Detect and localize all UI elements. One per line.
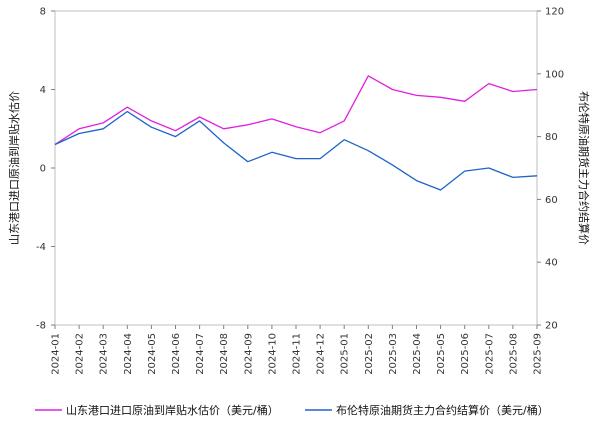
x-tick-label: 2024-03	[99, 333, 110, 375]
x-tick-label: 2024-02	[75, 333, 86, 375]
series-line-shandong	[54, 75, 538, 146]
y-right-axis-title: 布伦特原油期货主力合约结算价	[577, 91, 591, 245]
series-layer	[54, 75, 538, 191]
y-right-tick-label: 20	[545, 321, 558, 332]
plot-frame	[54, 10, 538, 326]
x-tick-label: 2025-04	[412, 333, 423, 375]
x-tick-label: 2024-11	[292, 333, 303, 375]
x-tick-label: 2024-09	[243, 333, 254, 375]
y-right-tick-label: 100	[545, 69, 564, 80]
y-left-tick-label: -8	[36, 321, 46, 332]
x-tick-label: 2025-07	[484, 333, 495, 375]
x-tick-label: 2024-01	[51, 333, 62, 375]
y-right-tick-label: 120	[545, 7, 564, 18]
y-right-tick-label: 60	[545, 195, 558, 206]
x-tick-label: 2024-10	[267, 333, 278, 375]
x-tick-label: 2024-06	[171, 333, 182, 375]
x-tick-label: 2024-04	[123, 333, 134, 375]
x-tick-label: 2025-06	[460, 333, 471, 375]
x-tick-label: 2025-03	[388, 333, 399, 375]
y-right-tick-label: 80	[545, 132, 558, 143]
legend: 山东港口进口原油到岸贴水估价（美元/桶） 布伦特原油期货主力合约结算价（美元/桶…	[35, 403, 549, 417]
x-tick-label: 2024-08	[219, 333, 230, 375]
y-left-tick-label: -4	[36, 242, 46, 253]
y-left-tick-label: 8	[40, 7, 46, 18]
y-left-axis-title: 山东港口进口原油到岸贴水估价	[7, 91, 21, 245]
x-tick-label: 2025-08	[508, 333, 519, 375]
axes-layer	[51, 10, 541, 329]
x-tick-label: 2024-12	[316, 333, 327, 375]
labels-layer: -8 -4 0 4 8 20 40 60 80 100 120 2024-01 2024-02 2024-…	[7, 7, 591, 375]
x-tick-label: 2025-09	[533, 333, 544, 375]
x-tick-label: 2024-07	[195, 333, 206, 375]
y-left-tick-label: 0	[40, 164, 46, 175]
x-tick-label: 2025-02	[364, 333, 375, 375]
x-tick-label: 2025-01	[340, 333, 351, 375]
legend-label-shandong: 山东港口进口原油到岸贴水估价（美元/桶）	[66, 403, 279, 417]
legend-label-brent: 布伦特原油期货主力合约结算价（美元/桶）	[336, 403, 549, 417]
x-tick-label: 2024-05	[147, 333, 158, 375]
series-line-brent	[54, 110, 538, 191]
y-left-tick-label: 4	[40, 85, 46, 96]
y-right-tick-label: 40	[545, 258, 558, 269]
x-tick-label: 2025-05	[436, 333, 447, 375]
